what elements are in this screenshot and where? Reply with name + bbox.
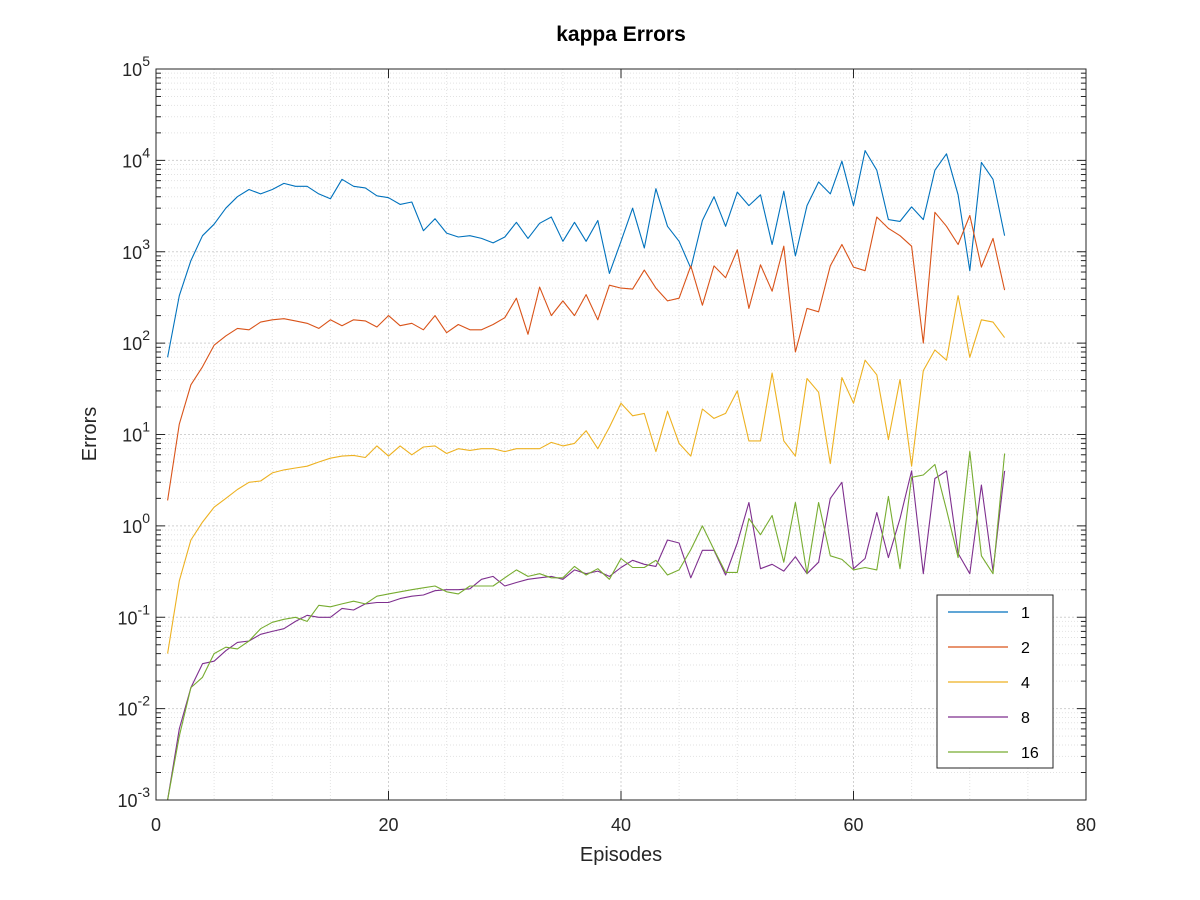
y-tick-exponent: -1 (138, 601, 151, 617)
x-tick-label: 40 (611, 815, 631, 835)
y-tick-label: 10-3 (118, 784, 151, 811)
y-tick-label: 105 (122, 53, 150, 80)
x-tick-label: 80 (1076, 815, 1096, 835)
series-line-2 (167, 211, 1006, 501)
y-tick-exponent: 2 (142, 327, 150, 343)
y-tick-label: 103 (122, 236, 150, 263)
y-tick-label: 10-1 (118, 601, 151, 628)
legend-label: 8 (1021, 710, 1030, 727)
y-tick-exponent: 1 (142, 419, 150, 435)
y-tick-base: 10 (122, 60, 142, 80)
y-tick-label: 101 (122, 419, 150, 446)
y-tick-exponent: -2 (138, 693, 151, 709)
y-tick-exponent: 0 (142, 510, 150, 526)
legend-label: 2 (1021, 640, 1030, 657)
y-tick-label: 10-2 (118, 693, 151, 720)
y-tick-exponent: 3 (142, 236, 150, 252)
x-axis-label: Episodes (580, 844, 662, 866)
chart-title: kappa Errors (556, 23, 686, 46)
y-tick-base: 10 (122, 517, 142, 537)
y-tick-base: 10 (118, 791, 138, 811)
legend-label: 4 (1021, 675, 1030, 692)
y-tick-base: 10 (122, 334, 142, 354)
y-tick-base: 10 (122, 243, 142, 263)
series-layer (167, 150, 1006, 801)
y-tick-label: 104 (122, 144, 150, 171)
legend: 1 2 4 8 16 (936, 594, 1054, 769)
y-tick-label: 102 (122, 327, 150, 354)
series-line-1 (167, 150, 1006, 358)
series-line-4 (167, 295, 1006, 654)
ticks (155, 68, 1087, 801)
x-tick-label: 0 (151, 815, 161, 835)
legend-label: 1 (1021, 605, 1030, 622)
y-tick-exponent: -3 (138, 784, 151, 800)
y-tick-exponent: 4 (142, 144, 150, 160)
y-tick-label: 100 (122, 510, 150, 537)
grid (156, 69, 1086, 800)
x-tick-label: 20 (378, 815, 398, 835)
y-tick-base: 10 (122, 426, 142, 446)
y-tick-base: 10 (118, 608, 138, 628)
y-tick-exponent: 5 (142, 53, 150, 69)
y-tick-base: 10 (118, 700, 138, 720)
series-line-16 (167, 451, 1006, 801)
y-tick-base: 10 (122, 151, 142, 171)
x-tick-labels: 0 20 40 60 80 (151, 815, 1096, 835)
y-axis-label: Errors (79, 407, 101, 461)
x-tick-label: 60 (843, 815, 863, 835)
legend-label: 16 (1021, 745, 1039, 762)
series-line-8 (167, 470, 1006, 801)
